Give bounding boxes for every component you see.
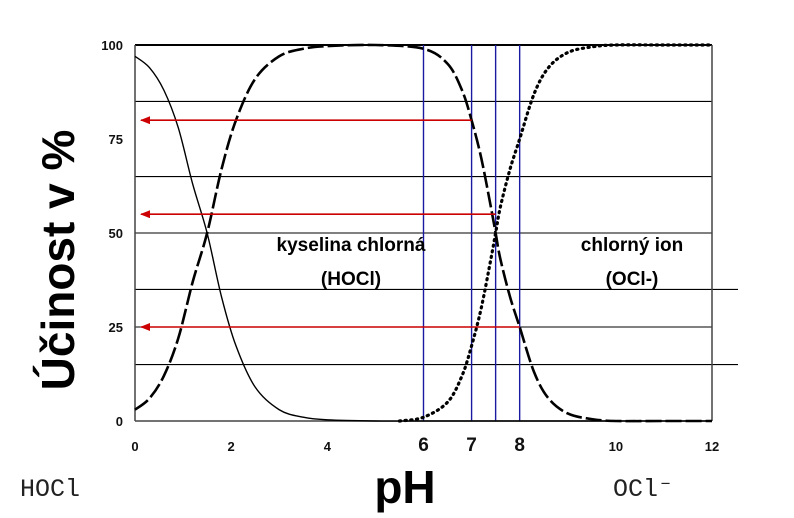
y-tick-label: 50 <box>109 226 123 241</box>
ion-label-line1: chlorný ion <box>581 235 683 256</box>
y-tick-label: 75 <box>109 132 123 147</box>
x-tick-label: 8 <box>514 435 525 456</box>
ion-label-line2: (OCl-) <box>606 269 659 290</box>
x-tick-label: 2 <box>228 439 235 454</box>
x-tick-labels: 0 2 4 6 7 8 10 12 <box>131 435 719 456</box>
corner-label-right: OCl⁻ <box>613 475 673 504</box>
acid-label-line2: (HOCl) <box>321 269 381 290</box>
x-axis-label: pH <box>374 461 435 513</box>
y-tick-labels: 0 25 50 75 100 <box>101 38 123 429</box>
x-tick-label: 4 <box>324 439 332 454</box>
grid-lines <box>135 44 738 366</box>
x-tick-label: 12 <box>705 439 719 454</box>
x-tick-label: 10 <box>609 439 623 454</box>
x-tick-label: 6 <box>418 435 429 456</box>
arrows <box>140 116 520 331</box>
series-line-dashed <box>134 43 712 423</box>
series-line-dotted <box>397 43 714 423</box>
curves <box>134 43 714 423</box>
y-tick-label: 0 <box>116 414 123 429</box>
x-tick-label: 7 <box>466 435 477 456</box>
y-tick-label: 100 <box>101 38 123 53</box>
y-axis-label: Účinost v % <box>32 130 84 391</box>
corner-label-left: HOCl <box>20 475 80 504</box>
x-tick-label: 0 <box>131 439 138 454</box>
series-line-solid <box>134 55 712 422</box>
y-tick-label: 25 <box>109 320 123 335</box>
acid-label-line1: kyselina chlorná <box>277 235 426 256</box>
